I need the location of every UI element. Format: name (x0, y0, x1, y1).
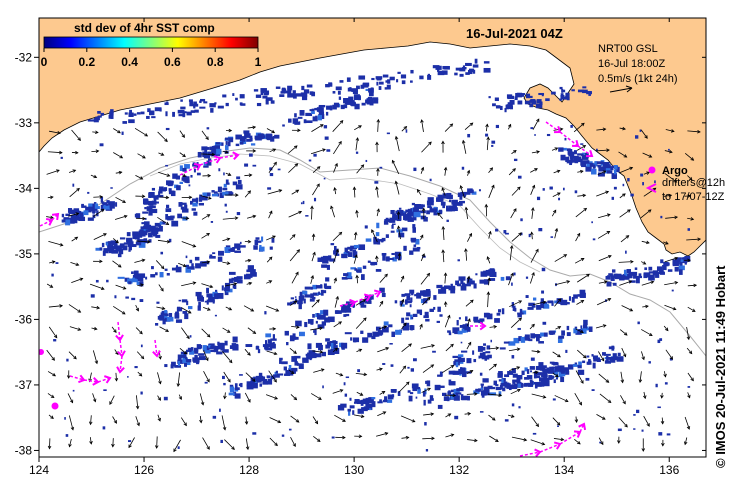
isobath-line (39, 147, 706, 357)
imos-credit: © IMOS 20-Jul-2021 11:49 Hobart (713, 265, 728, 469)
lon-tick-label: 132 (449, 463, 469, 477)
scale-arrow-icon (609, 85, 633, 93)
colorbar-tick-label: 0.2 (78, 55, 95, 69)
latitude-axis: -32 -33 -34 -35 -36 -37 -38 (15, 50, 706, 457)
drifters-label: drifters@12h (662, 177, 725, 189)
longitude-axis: 124 126 128 130 132 134 136 (29, 18, 680, 477)
colorbar-tick-label: 1 (255, 55, 262, 69)
drifter-chevron-icon (645, 183, 657, 193)
current-vector-field (46, 118, 702, 453)
map-datetime: 16-Jul-2021 04Z (466, 26, 563, 41)
current-legend: NRT00 GSL 16-Jul 18:00Z 0.5m/s (1kt 24h) (598, 43, 677, 93)
isobath-line-inner (149, 153, 541, 273)
lat-tick-label: -38 (15, 443, 33, 457)
lat-tick-label: -35 (15, 247, 33, 261)
sst-stddev-layer (51, 58, 691, 452)
lon-tick-label: 136 (659, 463, 679, 477)
lon-tick-label: 128 (239, 463, 259, 477)
current-time-label: 16-Jul 18:00Z (598, 58, 666, 70)
colorbar-tick-label: 0.4 (121, 55, 138, 69)
plot-border (38, 17, 707, 458)
current-product-label: NRT00 GSL (598, 43, 658, 55)
colorbar-tick-label: 0 (41, 55, 48, 69)
arrow-scale-label: 0.5m/s (1kt 24h) (598, 73, 677, 85)
lon-tick-label: 124 (29, 463, 49, 477)
lon-tick-label: 130 (344, 463, 364, 477)
lat-tick-label: -33 (15, 116, 33, 130)
lat-tick-label: -37 (15, 378, 33, 392)
lon-tick-label: 126 (134, 463, 154, 477)
drifter-tracks (39, 121, 594, 457)
lat-tick-label: -36 (15, 312, 33, 326)
colorbar: std dev of 4hr SST comp 0 0.2 0.4 0.6 0.8 1 (41, 21, 262, 69)
argo-label: Argo (662, 165, 688, 177)
colorbar-tick-label: 0.6 (164, 55, 181, 69)
lat-tick-label: -34 (15, 181, 33, 195)
colorbar-ticks: 0 0.2 0.4 0.6 0.8 1 (41, 48, 262, 69)
argo-marker-icon (648, 166, 656, 174)
colorbar-title: std dev of 4hr SST comp (74, 21, 215, 35)
lon-tick-label: 134 (554, 463, 574, 477)
map-panel (39, 18, 706, 457)
lat-tick-label: -32 (15, 50, 33, 64)
drifter-legend: Argo drifters@12h to 17/07-12Z (645, 165, 725, 203)
colorbar-tick-label: 0.8 (207, 55, 224, 69)
colorbar-bar (43, 36, 259, 49)
drifters-range-label: to 17/07-12Z (662, 191, 725, 203)
